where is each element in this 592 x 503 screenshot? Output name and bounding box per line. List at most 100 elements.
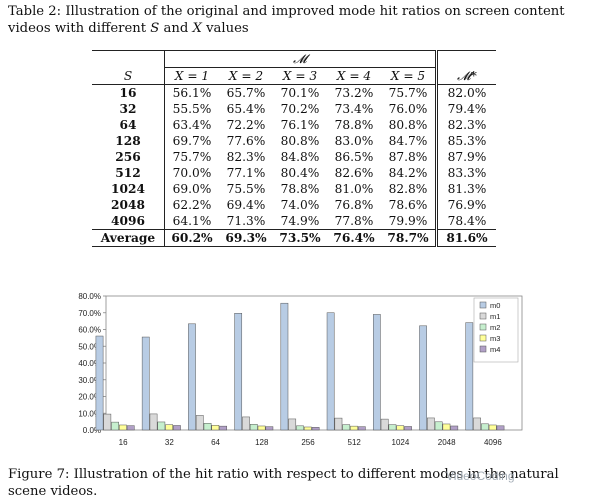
legend-swatch-m3 — [479, 334, 487, 342]
column-header: X = 2 — [219, 67, 273, 85]
average-value: 60.2% — [164, 229, 219, 247]
row-s-value: 16 — [119, 86, 137, 100]
x-tick-label: 64 — [211, 438, 220, 447]
bar-m2-64 — [203, 423, 212, 431]
bar-m2-128 — [249, 424, 258, 431]
x-tick-label: 1024 — [392, 438, 410, 447]
legend-swatch-m1 — [479, 312, 487, 320]
bar-m3-2048 — [442, 423, 451, 431]
cell-value: 82.8% — [388, 182, 428, 196]
bar-m4-32 — [173, 425, 181, 431]
figure-caption: Figure 7: Illustration of the hit ratio … — [8, 467, 559, 499]
cell-value: 80.4% — [280, 166, 320, 180]
cell-value: 71.3% — [226, 214, 266, 228]
table-row: 512 70.0% 77.1% 80.4% 82.6% 84.2% 83.3% — [92, 165, 496, 181]
cell-value: 76.8% — [334, 198, 374, 212]
cell-value: 63.4% — [164, 117, 219, 133]
cell-value: 55.5% — [164, 101, 219, 117]
row-s-value: 1024 — [111, 182, 145, 196]
bar-m4-4096 — [496, 425, 505, 431]
star-column-header: 𝓜* — [435, 67, 496, 85]
y-tick-label: 70.0% — [78, 309, 101, 318]
bar-m1-32 — [149, 413, 158, 431]
watermark: VideoCoding — [446, 469, 515, 483]
table-row: 1024 69.0% 75.5% 78.8% 81.0% 82.8% 81.3% — [92, 181, 496, 197]
cell-value: 69.0% — [164, 181, 219, 197]
cell-star-value: 78.4% — [435, 213, 496, 230]
average-row: Average 60.2% 69.3% 73.5% 76.4% 78.7% 81.6% — [92, 229, 496, 247]
cell-value: 56.1% — [164, 84, 219, 101]
bar-m4-1024 — [404, 426, 412, 431]
cell-value: 75.7% — [388, 86, 428, 100]
results-table: 𝓜 S X = 1 X = 2 X = 3 X = 4 X = 5 𝓜* 16 5… — [92, 50, 496, 247]
row-s-value: 128 — [115, 134, 141, 148]
cell-value: 70.0% — [164, 165, 219, 181]
cell-value: 70.2% — [280, 102, 320, 116]
cell-value: 82.3% — [226, 150, 266, 164]
cell-star-value: 79.4% — [435, 101, 496, 117]
cell-value: 74.9% — [280, 214, 320, 228]
bar-m4-16 — [126, 425, 135, 431]
cell-value: 76.0% — [388, 102, 428, 116]
average-value: 73.5% — [273, 229, 327, 247]
cell-value: 77.1% — [226, 166, 266, 180]
bar-m0-64 — [188, 323, 196, 431]
average-value: 76.4% — [327, 229, 381, 247]
cell-value: 84.8% — [280, 150, 320, 164]
bar-m0-128 — [234, 313, 243, 431]
cell-value: 76.1% — [280, 118, 320, 132]
cell-star-value: 85.3% — [435, 133, 496, 149]
bar-m4-128 — [265, 426, 274, 431]
bar-m4-256 — [311, 427, 320, 431]
cell-value: 81.0% — [334, 182, 374, 196]
bar-m4-2048 — [450, 425, 459, 431]
bar-m0-32 — [141, 336, 150, 431]
bar-m0-16 — [95, 335, 104, 431]
cell-value: 77.8% — [334, 214, 374, 228]
table-row: 2048 62.2% 69.4% 74.0% 76.8% 78.6% 76.9% — [92, 197, 496, 213]
cell-value: 73.2% — [334, 86, 374, 100]
plot-area — [105, 295, 523, 431]
table-caption: Table 2: Illustration of the original an… — [8, 3, 586, 37]
table-caption-and: and — [163, 21, 189, 36]
cell-star-value: 83.3% — [435, 165, 496, 181]
row-s-value: 64 — [119, 118, 137, 132]
cell-value: 64.1% — [164, 213, 219, 230]
table-caption-x: X — [192, 21, 202, 36]
cell-value: 78.8% — [280, 182, 320, 196]
legend-label-m0: m0 — [490, 301, 500, 310]
table-row: 128 69.7% 77.6% 80.8% 83.0% 84.7% 85.3% — [92, 133, 496, 149]
bar-m0-512 — [326, 312, 335, 431]
bar-m0-256 — [280, 302, 289, 431]
x-tick-label: 16 — [119, 438, 128, 447]
column-header: X = 4 — [327, 67, 381, 85]
cell-value: 62.2% — [164, 197, 219, 213]
bar-m2-256 — [296, 425, 304, 431]
table-row: 4096 64.1% 71.3% 74.9% 77.8% 79.9% 78.4% — [92, 213, 496, 230]
y-tick-label: 50.0% — [78, 342, 101, 351]
cell-value: 80.8% — [280, 134, 320, 148]
column-header: X = 1 — [164, 67, 219, 85]
cell-value: 72.2% — [226, 118, 266, 132]
legend-label-m3: m3 — [490, 334, 500, 343]
legend-swatch-m0 — [479, 301, 487, 309]
cell-star-value: 87.9% — [435, 149, 496, 165]
row-s-value: 2048 — [111, 198, 145, 212]
bar-m2-4096 — [481, 423, 489, 431]
cell-value: 75.5% — [226, 182, 266, 196]
y-tick-label: 80.0% — [78, 292, 101, 301]
bar-m3-4096 — [488, 424, 497, 431]
bar-m3-32 — [165, 424, 173, 431]
bar-m3-128 — [257, 425, 266, 431]
x-tick-label: 2048 — [438, 438, 456, 447]
bar-m3-512 — [350, 425, 358, 431]
average-value: 69.3% — [219, 229, 273, 247]
cell-star-value: 82.3% — [435, 117, 496, 133]
cell-value: 70.1% — [280, 86, 320, 100]
cell-value: 84.7% — [388, 134, 428, 148]
cell-value: 87.8% — [388, 150, 428, 164]
cell-value: 80.8% — [388, 118, 428, 132]
y-tick-label: 10.0% — [78, 409, 101, 418]
s-column-header: S — [92, 67, 165, 85]
cell-value: 84.2% — [388, 166, 428, 180]
